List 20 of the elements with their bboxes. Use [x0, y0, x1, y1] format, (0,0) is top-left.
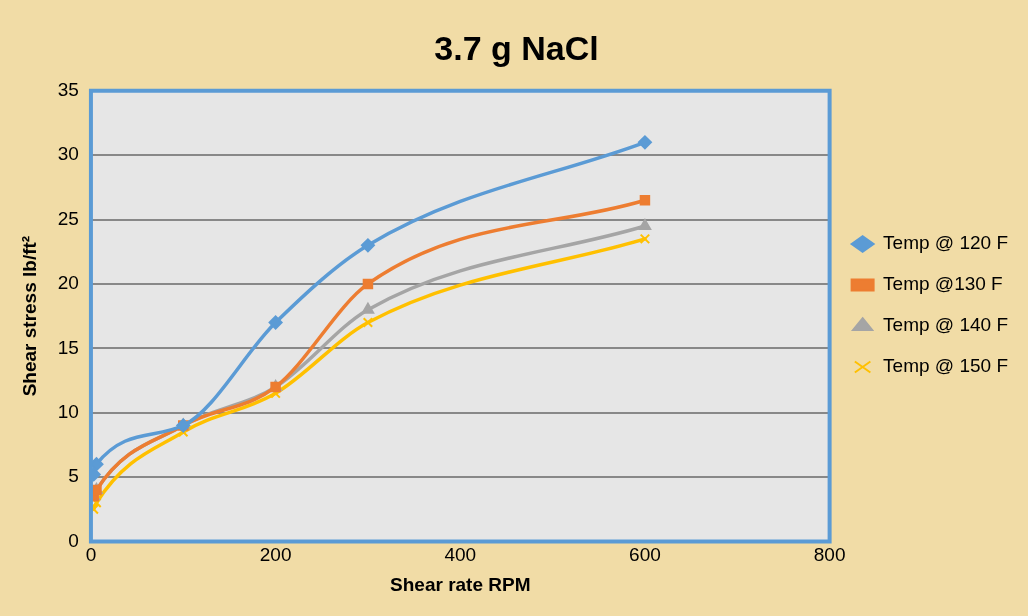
y-axis-title: Shear stress lb/ft² — [18, 235, 40, 397]
legend-label: Temp @ 140 F — [883, 314, 1009, 336]
x-tick-label: 800 — [813, 544, 846, 566]
legend-label: Temp @130 F — [883, 273, 1003, 295]
x-tick-label: 200 — [259, 544, 292, 566]
y-tick-label: 30 — [57, 143, 79, 165]
chart-title: 3.7 g NaCl — [434, 28, 599, 67]
y-tick-label: 0 — [68, 529, 79, 551]
legend-label: Temp @ 150 F — [883, 355, 1009, 377]
x-tick-label: 400 — [444, 544, 477, 566]
x-axis-title: Shear rate RPM — [390, 573, 531, 595]
legend-label: Temp @ 120 F — [883, 232, 1009, 254]
y-tick-label: 35 — [57, 79, 79, 101]
y-tick-label: 25 — [57, 207, 79, 229]
y-tick-label: 15 — [57, 336, 79, 358]
x-tick-label: 600 — [629, 544, 661, 566]
y-tick-label: 10 — [57, 400, 79, 422]
y-tick-label: 5 — [68, 465, 79, 487]
y-tick-label: 20 — [57, 272, 79, 294]
x-tick-label: 0 — [85, 544, 97, 566]
